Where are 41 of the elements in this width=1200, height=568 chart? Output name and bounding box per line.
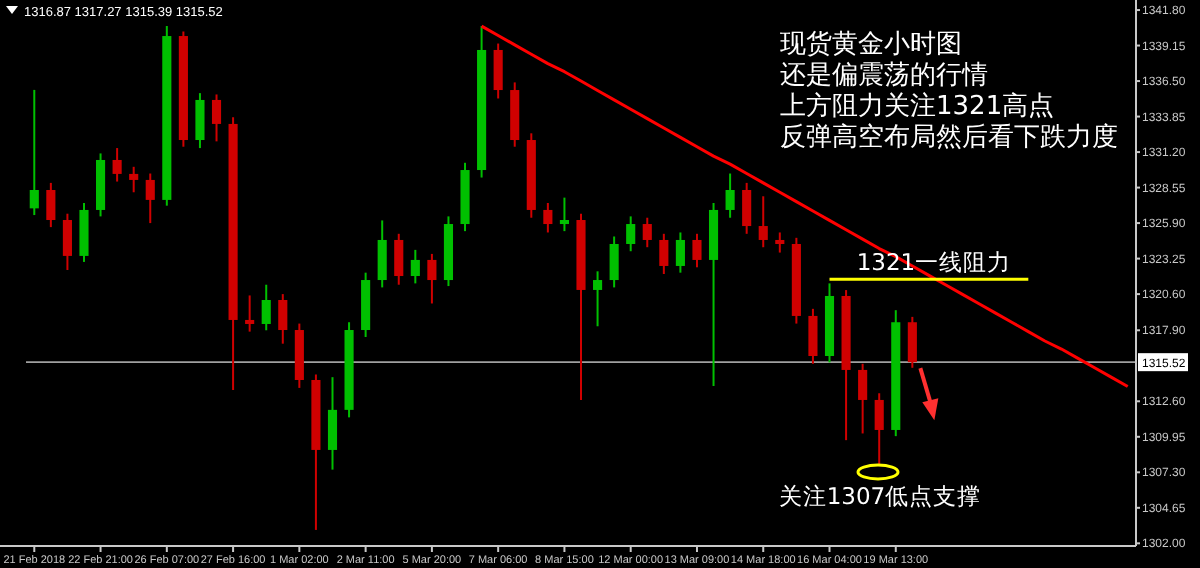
candlestick	[543, 201, 553, 234]
candlestick	[29, 88, 39, 217]
annotation: 现货黄金小时图	[780, 30, 962, 60]
candlestick	[410, 248, 420, 285]
annotation: 还是偏震荡的行情	[780, 61, 988, 91]
candlestick	[62, 212, 72, 271]
candlestick	[559, 196, 569, 233]
candlestick	[145, 172, 155, 225]
candlestick	[775, 231, 785, 254]
candlestick	[742, 181, 752, 235]
candlestick	[642, 216, 652, 249]
candlestick	[394, 232, 404, 286]
line-series	[480, 24, 1130, 389]
annotation: 反弹高空布局然后看下跌力度	[780, 121, 1118, 153]
candlestick	[758, 195, 768, 249]
candlestick	[79, 201, 89, 263]
candlestick	[278, 293, 288, 345]
candlestick	[195, 92, 205, 150]
candlestick	[692, 232, 702, 269]
candlestick	[327, 376, 338, 471]
candlestick	[261, 283, 271, 332]
candlestick	[493, 42, 503, 100]
annotation: 上方阻力关注1321高点	[780, 90, 1055, 122]
candlestick	[808, 307, 818, 365]
candlestick	[858, 362, 868, 435]
candlestick	[46, 181, 56, 229]
candlestick	[593, 270, 603, 328]
candlestick	[907, 315, 917, 369]
candlestick	[427, 252, 437, 305]
candlestick	[211, 93, 222, 143]
candlestick	[377, 219, 387, 289]
candlestick	[725, 172, 735, 219]
candlestick	[874, 392, 884, 466]
candlestick	[112, 147, 122, 183]
candlestick	[626, 215, 636, 253]
candlestick	[609, 235, 619, 289]
candlestick	[659, 232, 669, 275]
candlestick	[129, 165, 139, 194]
candlestick	[675, 231, 685, 274]
candlestick	[245, 294, 255, 333]
annotation: 关注1307低点支撑	[778, 482, 982, 510]
